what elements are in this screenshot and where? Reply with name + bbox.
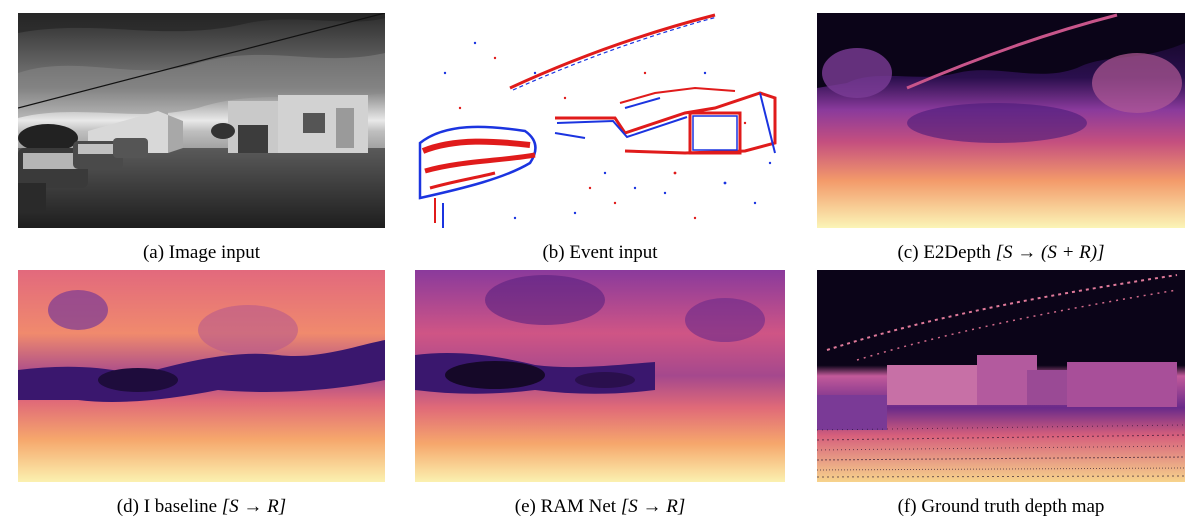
caption-c-math: [S → (S + R)] — [995, 242, 1105, 263]
grayscale-scene — [18, 13, 385, 228]
caption-c-text: E2Depth — [923, 242, 991, 263]
i-baseline-depthmap — [18, 270, 385, 482]
event-input-panel — [415, 13, 785, 228]
caption-a-label: (a) — [142, 242, 165, 263]
e2depth-depthmap — [817, 13, 1185, 228]
caption-f-label: (f) — [897, 496, 917, 517]
image-input-panel — [18, 13, 385, 228]
caption-d: (d) I baseline [S → R] — [18, 496, 385, 518]
caption-e-text: RAM Net — [540, 496, 617, 517]
caption-e-math: [S → R] — [620, 496, 686, 517]
caption-b-label: (b) — [542, 242, 565, 263]
event-scene — [415, 13, 785, 228]
caption-b-text: Event input — [569, 242, 658, 263]
e2depth-panel — [817, 13, 1185, 228]
ram-net-panel — [415, 270, 785, 482]
caption-a: (a) Image input — [18, 242, 385, 264]
caption-b: (b) Event input — [415, 242, 785, 264]
ground-truth-panel — [817, 270, 1185, 482]
caption-a-text: Image input — [168, 242, 261, 263]
caption-c: (c) E2Depth [S → (S + R)] — [817, 242, 1185, 264]
caption-d-text: I baseline — [143, 496, 218, 517]
caption-f-text: Ground truth depth map — [921, 496, 1105, 517]
i-baseline-panel — [18, 270, 385, 482]
caption-d-math: [S → R] — [221, 496, 287, 517]
caption-e-label: (e) — [514, 496, 536, 517]
caption-f: (f) Ground truth depth map — [817, 496, 1185, 518]
ram-net-depthmap — [415, 270, 785, 482]
caption-e: (e) RAM Net [S → R] — [415, 496, 785, 518]
caption-c-label: (c) — [897, 242, 919, 263]
caption-d-label: (d) — [116, 496, 139, 517]
ground-truth-depthmap — [817, 270, 1185, 482]
